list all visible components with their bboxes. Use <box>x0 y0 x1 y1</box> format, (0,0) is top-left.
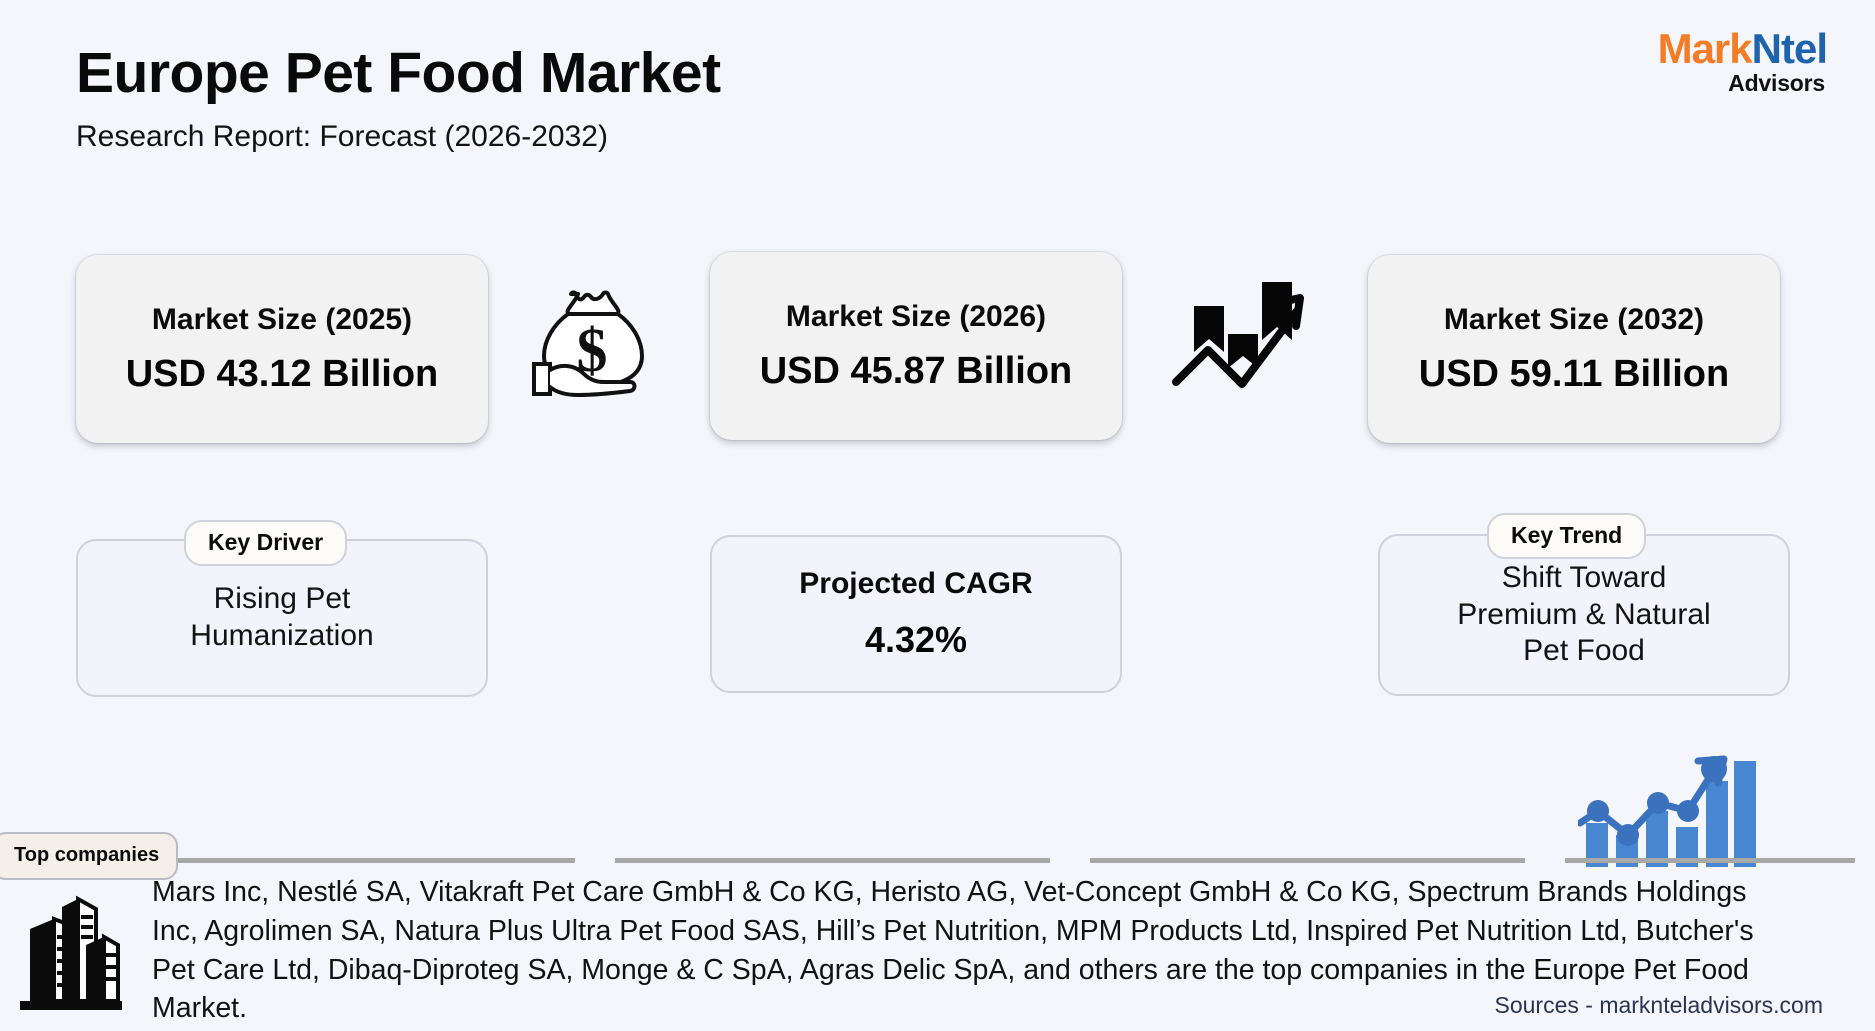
market-size-label: Market Size (2026) <box>785 299 1047 333</box>
office-buildings-icon <box>16 893 126 1020</box>
market-size-label: Market Size (2025) <box>151 302 413 336</box>
logo-wordmark: MarkNtel <box>1657 25 1828 72</box>
key-trend-text: Shift Toward Premium & Natural Pet Food <box>1457 561 1711 668</box>
key-trend-panel: Shift Toward Premium & Natural Pet Food <box>1378 534 1790 696</box>
market-size-card-2025: Market Size (2025) USD 43.12 Billion <box>76 255 488 443</box>
top-companies-text: Mars Inc, Nestlé SA, Vitakraft Pet Care … <box>152 876 1754 1025</box>
top-companies-badge: Top companies <box>0 832 179 880</box>
cagr-value: 4.32% <box>864 619 968 660</box>
cagr-label: Projected CAGR <box>799 567 1033 600</box>
key-driver-text: Rising Pet Humanization <box>190 582 374 652</box>
growth-chart-icon <box>1172 276 1308 399</box>
logo-text-advisors: Advisors <box>1728 70 1825 96</box>
market-size-value: USD 45.87 Billion <box>759 349 1073 392</box>
key-trend-badge: Key Trend <box>1487 513 1647 559</box>
page-subtitle: Research Report: Forecast (2026-2032) <box>76 119 608 153</box>
page-title: Europe Pet Food Market <box>76 41 721 105</box>
market-size-card-2026: Market Size (2026) USD 45.87 Billion <box>710 252 1122 440</box>
blue-bar-line-chart-icon <box>1576 745 1756 872</box>
market-size-row: Market Size (2025) USD 43.12 Billion $ M… <box>0 250 1875 450</box>
market-size-label: Market Size (2032) <box>1443 302 1705 336</box>
money-bag-icon: $ <box>528 272 658 407</box>
insights-row: Key Driver Rising Pet Humanization Proje… <box>0 513 1875 715</box>
market-size-card-2032: Market Size (2032) USD 59.11 Billion <box>1368 255 1780 443</box>
brand-logo[interactable]: MarkNtel Advisors <box>1657 25 1828 96</box>
market-size-value: USD 43.12 Billion <box>125 352 439 395</box>
cagr-panel: Projected CAGR 4.32% <box>710 535 1122 693</box>
key-driver-badge: Key Driver <box>184 520 348 566</box>
section-divider <box>140 858 1855 863</box>
logo-text-mark: Mark <box>1657 25 1753 72</box>
logo-text-ntel: Ntel <box>1751 25 1828 72</box>
page-header: Europe Pet Food Market Research Report: … <box>76 41 721 154</box>
sources-text: Sources - marknteladvisors.com <box>1494 992 1824 1018</box>
market-size-value: USD 59.11 Billion <box>1418 352 1730 395</box>
